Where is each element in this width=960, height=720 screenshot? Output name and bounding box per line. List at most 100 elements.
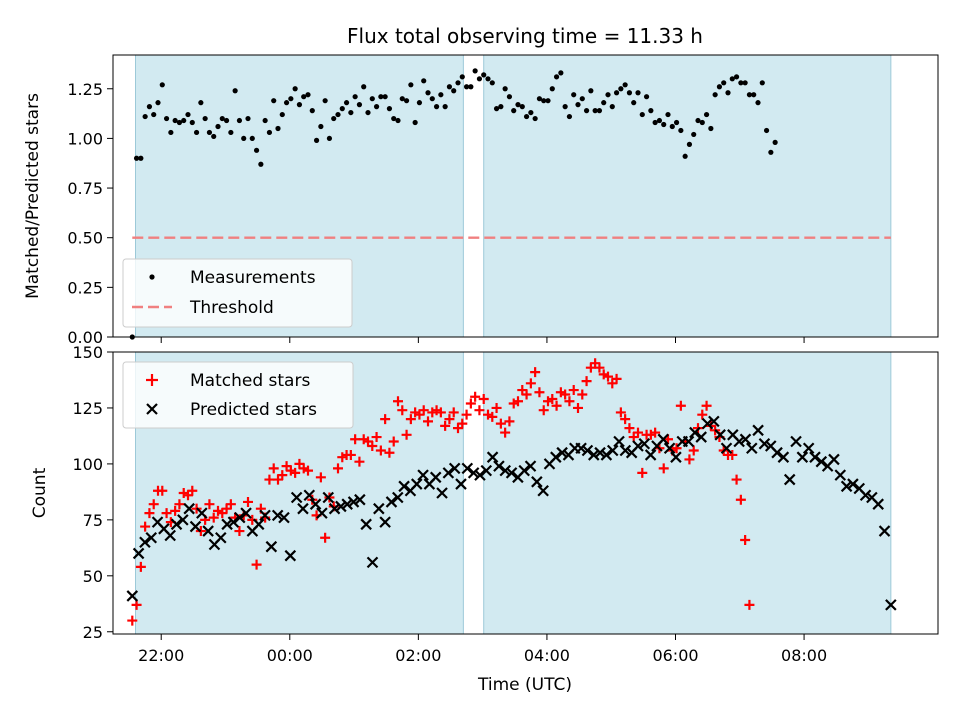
predicted-star-point — [878, 525, 891, 537]
predicted-star-point — [448, 462, 461, 475]
measurement-point — [592, 108, 598, 114]
predicted-star-point — [606, 444, 619, 457]
measurement-point — [541, 98, 547, 104]
predicted-star-point — [644, 449, 657, 461]
measurement-point — [262, 117, 268, 124]
matched-star-point — [144, 508, 155, 519]
predicted-star-point — [271, 509, 284, 522]
measurement-point — [669, 123, 675, 130]
measurement-point — [562, 104, 568, 110]
measurement-point — [699, 119, 705, 126]
predicted-star-point — [183, 502, 195, 515]
predicted-star-point — [600, 449, 613, 461]
predicted-star-point — [252, 518, 265, 531]
measurement-point — [703, 111, 710, 118]
measurement-point — [373, 104, 380, 110]
y-tick-label: 75 — [83, 511, 103, 530]
matched-star-point — [603, 371, 613, 382]
predicted-star-point — [720, 442, 733, 455]
measurement-point — [502, 86, 508, 92]
predicted-star-point — [613, 435, 625, 448]
measurement-point — [313, 137, 320, 143]
matched-star-point — [225, 499, 236, 510]
measurement-point — [763, 127, 770, 134]
measurement-point — [558, 70, 564, 76]
matched-star-point — [740, 535, 751, 545]
matched-star-point — [444, 414, 455, 425]
measurement-point — [155, 100, 161, 106]
measurement-point — [309, 108, 315, 114]
matched-star-point — [521, 389, 532, 400]
measurement-point — [133, 155, 140, 161]
predicted-star-point — [335, 500, 347, 513]
predicted-star-point — [328, 502, 341, 515]
measurement-point — [455, 80, 461, 86]
predicted-star-point — [518, 464, 530, 477]
measurement-point — [331, 115, 337, 122]
measurement-point — [202, 115, 208, 122]
measurement-point — [519, 104, 525, 110]
predicted-star-point — [714, 429, 726, 441]
measurement-point — [433, 104, 440, 110]
measurement-point — [678, 127, 684, 134]
predicted-star-point — [202, 525, 214, 537]
measurement-point — [232, 88, 238, 94]
predicted-star-point — [461, 462, 474, 475]
measurement-point — [468, 84, 474, 90]
matched-star-point — [650, 427, 661, 438]
matched-star-point — [208, 512, 219, 523]
predicted-star-point — [322, 491, 335, 504]
measurement-point — [511, 108, 517, 114]
matched-star-point — [243, 496, 253, 507]
predicted-star-point — [284, 549, 297, 562]
matched-star-point — [303, 465, 313, 476]
measurement-point — [485, 76, 491, 82]
matched-star-point — [675, 400, 686, 411]
predicted-star-point — [442, 467, 455, 479]
measurement-point — [498, 104, 504, 110]
measurement-point — [249, 135, 255, 142]
measurement-point — [228, 129, 234, 136]
predicted-star-point — [783, 473, 796, 486]
predicted-star-point — [221, 518, 233, 531]
measurement-point — [725, 90, 731, 96]
predicted-star-point — [581, 444, 594, 457]
measurement-point — [661, 121, 667, 128]
matched-star-point — [264, 474, 275, 485]
predicted-star-point — [417, 469, 429, 481]
matched-star-point — [491, 402, 502, 413]
measurement-point — [695, 117, 701, 124]
measurement-point — [438, 92, 444, 98]
figure-title: Flux total observing time = 11.33 h — [347, 24, 703, 48]
matched-star-point — [204, 499, 215, 510]
matched-star-point — [478, 394, 489, 404]
predicted-star-point — [429, 471, 442, 484]
predicted-legend-marker — [146, 403, 158, 415]
predicted-star-point — [373, 502, 385, 515]
matched-star-point — [470, 391, 481, 402]
y-tick-label: 1.25 — [67, 80, 103, 99]
measurement-point — [253, 147, 260, 153]
measurement-point — [408, 82, 414, 88]
measurement-point — [506, 94, 513, 100]
predicted-star-point — [379, 516, 391, 528]
measurement-point — [288, 96, 294, 102]
measurement-point — [241, 135, 247, 142]
top-x-axis-ticks — [160, 337, 805, 343]
matched-star-point — [277, 470, 288, 481]
y-tick-label: 150 — [72, 343, 103, 362]
predicted-star-point — [309, 498, 322, 510]
matched-star-point — [170, 505, 181, 516]
measurement-point — [361, 84, 367, 90]
matched-star-point — [127, 615, 138, 626]
predicted-star-point — [455, 478, 467, 490]
matched-star-point — [251, 559, 262, 570]
measurement-point — [686, 141, 693, 147]
matched-star-point — [350, 434, 361, 445]
measurement-point — [193, 129, 200, 136]
predicted-star-point — [657, 433, 670, 446]
measurement-point — [223, 117, 230, 124]
measurement-point — [708, 125, 714, 132]
measurement-point — [386, 106, 393, 112]
measurement-point — [391, 115, 397, 122]
